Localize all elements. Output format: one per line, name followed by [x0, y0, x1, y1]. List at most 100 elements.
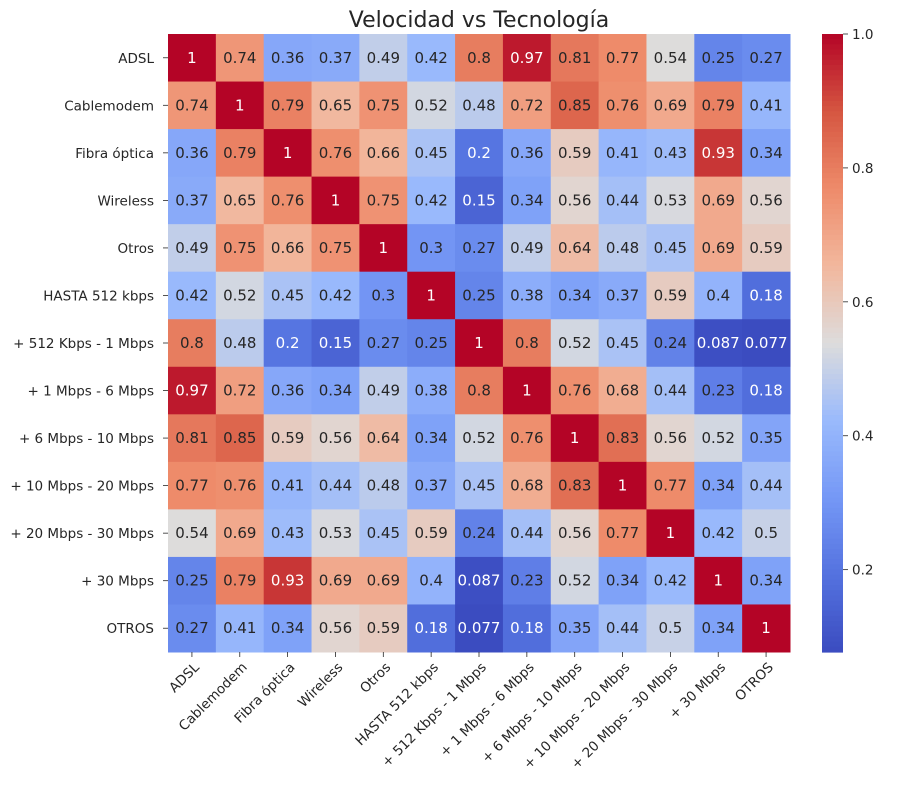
colorbar-segment: [822, 373, 843, 380]
heatmap-cell: [742, 366, 791, 415]
cell-value-label: 0.49: [175, 239, 208, 257]
heatmap-cell: [215, 556, 265, 605]
heatmap-cell: [598, 604, 647, 653]
heatmap-cell: [311, 604, 360, 653]
y-tick-label: Fibra óptica: [75, 146, 154, 162]
cell-value-label: 0.45: [654, 239, 687, 257]
colorbar-segment: [822, 507, 843, 514]
heatmap-cell: [550, 176, 600, 225]
colorbar-segment: [822, 554, 843, 560]
colorbar-segment: [822, 85, 843, 92]
colorbar-segment: [822, 250, 843, 257]
heatmap-cell: [455, 34, 504, 83]
cell-value-label: 0.4: [706, 286, 730, 304]
cell-value-label: 1: [379, 239, 389, 257]
colorbar-segment: [822, 559, 843, 566]
heatmap-cell: [742, 224, 791, 273]
heatmap-cell: [598, 271, 647, 320]
x-tick-label: OTROS: [732, 660, 777, 705]
heatmap-cell: [550, 414, 600, 463]
heatmap-cell: [359, 319, 408, 368]
heatmap-cell: [598, 366, 647, 415]
heatmap-cell: [598, 129, 647, 178]
cell-value-label: 0.23: [702, 382, 735, 400]
heatmap-cell: [550, 319, 600, 368]
heatmap-cell: [598, 556, 647, 605]
heatmap-cell: [215, 509, 265, 558]
cell-value-label: 1: [426, 286, 436, 304]
heatmap-cell: [407, 81, 456, 130]
heatmap-cell: [168, 461, 217, 510]
heatmap-cell: [646, 81, 695, 130]
heatmap-cell: [742, 129, 791, 178]
cell-value-label: 0.45: [271, 286, 304, 304]
cell-value-label: 0.34: [749, 572, 782, 590]
cell-value-label: 0.8: [515, 334, 539, 352]
cell-value-label: 0.4: [419, 572, 443, 590]
heatmap-cell: [168, 319, 217, 368]
colorbar-segment: [822, 59, 843, 66]
cell-value-label: 1: [235, 96, 245, 114]
colorbar-segment: [822, 157, 843, 164]
cell-value-label: 0.83: [606, 429, 639, 447]
cell-value-label: 0.77: [606, 49, 639, 67]
cell-value-label: 0.8: [467, 382, 491, 400]
cell-value-label: 0.69: [654, 96, 687, 114]
colorbar-segment: [822, 224, 843, 231]
heatmap-cell: [359, 366, 408, 415]
heatmap-cell: [550, 129, 600, 178]
y-tick-label: + 512 Kbps - 1 Mbps: [13, 336, 154, 352]
cell-value-label: 1: [761, 619, 771, 637]
cell-value-label: 0.5: [754, 524, 778, 542]
heatmap-cell: [263, 461, 313, 510]
cell-value-label: 0.56: [319, 619, 352, 637]
cell-value-label: 0.75: [367, 191, 400, 209]
heatmap-cell: [742, 414, 791, 463]
colorbar-segment: [822, 193, 843, 200]
colorbar-segment: [822, 409, 843, 416]
cell-value-label: 0.72: [223, 382, 256, 400]
colorbar-segment: [822, 301, 843, 308]
y-tick-label: Otros: [118, 241, 154, 257]
cell-value-label: 0.76: [223, 477, 256, 495]
heatmap-cell: [359, 461, 408, 510]
heatmap-cell: [215, 319, 265, 368]
heatmap-cell: [311, 34, 360, 83]
cell-value-label: 0.34: [414, 429, 447, 447]
colorbar-segment: [822, 80, 843, 87]
heatmap-cell: [168, 34, 217, 83]
cell-value-label: 0.36: [271, 382, 304, 400]
cell-value-label: 0.75: [367, 96, 400, 114]
cell-value-label: 0.3: [371, 286, 395, 304]
cell-value-label: 1: [522, 382, 532, 400]
heatmap-cell: [407, 604, 456, 653]
y-tick-label: + 1 Mbps - 6 Mbps: [28, 384, 154, 400]
cell-value-label: 0.34: [558, 286, 591, 304]
heatmap-cell: [215, 176, 265, 225]
cell-value-label: 0.76: [606, 96, 639, 114]
cell-value-label: 0.59: [414, 524, 447, 542]
heatmap-cell: [215, 34, 265, 83]
heatmap-cell: [502, 34, 552, 83]
colorbar-segment: [822, 425, 843, 432]
heatmap-cell: [168, 176, 217, 225]
heatmap-cell: [694, 461, 743, 510]
cell-value-label: 0.42: [654, 572, 687, 590]
cell-value-label: 0.43: [271, 524, 304, 542]
y-tick-labels: ADSL Cablemodem Fibra óptica Wireless Otros H…: [10, 51, 168, 637]
heatmap-cell: [168, 81, 217, 130]
cell-value-label: 0.077: [745, 334, 788, 352]
cell-value-label: 0.48: [367, 477, 400, 495]
colorbar-segment: [822, 162, 843, 169]
heatmap-cell: [646, 129, 695, 178]
colorbar-segment: [822, 178, 843, 184]
cell-value-label: 0.68: [510, 477, 543, 495]
colorbar-segment: [822, 260, 843, 267]
colorbar-segment: [822, 641, 843, 648]
cell-value-label: 0.49: [367, 382, 400, 400]
cell-value-label: 0.65: [223, 191, 256, 209]
heatmap-cell: [168, 224, 217, 273]
heatmap-cell: [263, 414, 313, 463]
heatmap-cell: [311, 461, 360, 510]
heatmap-cell: [742, 461, 791, 510]
